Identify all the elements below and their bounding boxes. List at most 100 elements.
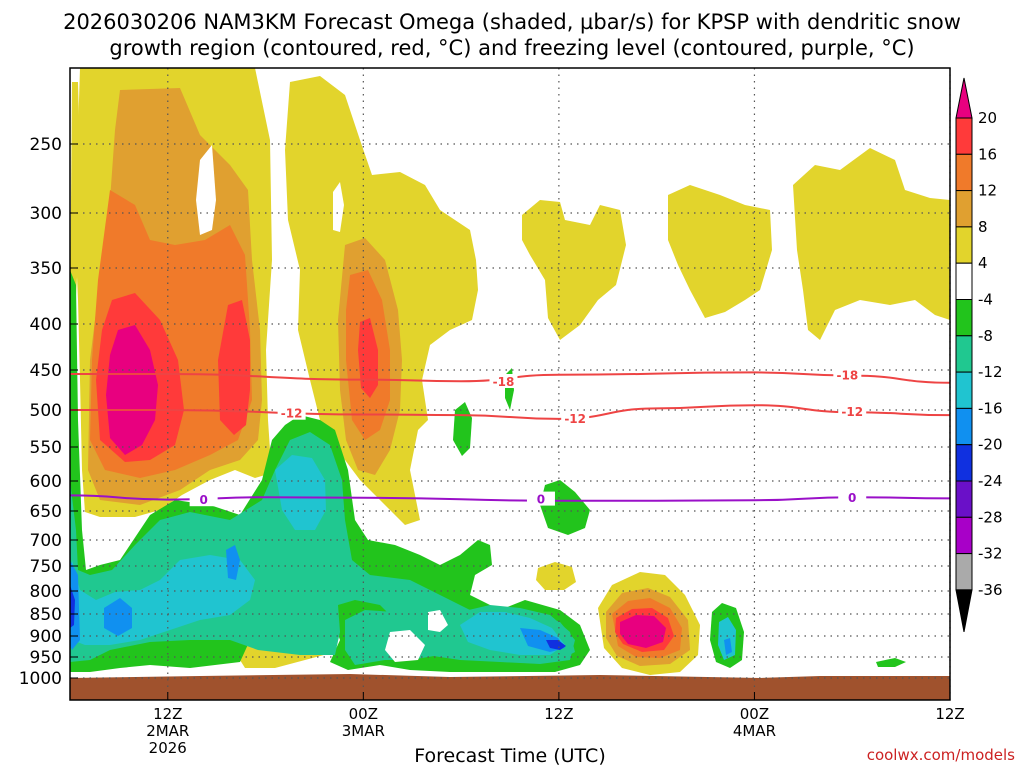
contour-label-bg [838, 489, 867, 504]
y-tick-label: 450 [30, 361, 62, 381]
x-axis-label: Forecast Time (UTC) [414, 745, 605, 767]
rising-red-2mar-b [218, 300, 250, 435]
x-tick-label: 12Z [544, 705, 573, 723]
site-credit: coolwx.com/models [867, 746, 1015, 764]
y-tick-label: 350 [30, 259, 62, 279]
rising-core-4mar [620, 615, 666, 648]
colorbar-swatch [955, 190, 973, 228]
colorbar-tick-label: -16 [978, 399, 1003, 417]
contour-label: -18 [493, 375, 515, 389]
colorbar-tick-label: -28 [978, 508, 1003, 526]
sinking-blue-2mar-a [104, 598, 132, 636]
y-tick-label: 250 [30, 135, 62, 155]
colorbar-swatch [955, 516, 973, 555]
contour-label-bg [561, 410, 590, 425]
colorbar-swatch [955, 117, 973, 155]
contour-label-bg [277, 405, 306, 420]
sinking-small-12z-4mar [876, 658, 906, 667]
contour-label-bg [838, 404, 867, 419]
contour-label-bg [526, 491, 555, 506]
y-tick-label: 1000 [19, 669, 62, 689]
chart-title-line1: 2026030206 NAM3KM Forecast Omega (shaded… [63, 10, 961, 34]
x-tick-label: 3MAR [342, 722, 385, 740]
contour-label: 0 [848, 491, 856, 505]
colorbar-swatch [955, 262, 973, 301]
sinking-blue-edge [70, 560, 80, 650]
y-tick-label: 700 [30, 531, 62, 551]
colorbar-tick-label: -32 [978, 545, 1003, 563]
rising-red-3mar [358, 318, 378, 398]
rising-yellow-small-3mar [536, 562, 576, 590]
rising-yellow-4mar [668, 185, 772, 318]
x-tick-label: 00Z [349, 705, 378, 723]
y-tick-label: 300 [30, 204, 62, 224]
colorbar-swatch [955, 371, 973, 409]
colorbar-tick-label: 20 [978, 109, 997, 127]
colorbar-tick-label: 8 [978, 218, 988, 236]
colorbar-swatch [955, 407, 973, 446]
contour-label: -12 [281, 407, 303, 421]
y-tick-label: 750 [30, 557, 62, 577]
colorbar-swatch [955, 299, 973, 337]
x-tick-label: 2MAR [146, 722, 189, 740]
plot-frame [69, 67, 951, 701]
colorbar-tick-label: 4 [978, 254, 988, 272]
y-tick-label: 800 [30, 582, 62, 602]
y-tick-label: 850 [30, 605, 62, 625]
contour-label: 0 [537, 493, 545, 507]
colorbar-tick-label: -12 [978, 363, 1003, 381]
colorbar-swatch [955, 226, 973, 264]
contour-label-bg [189, 492, 218, 507]
colorbar-tick-label: -4 [978, 291, 993, 309]
contour-label-layer: -18 -18 -12 -12 -12 0 0 0 [189, 367, 867, 507]
contour-label-bg [489, 374, 518, 388]
y-tick-label: 650 [30, 502, 62, 522]
colorbar-tick-label: 16 [978, 145, 997, 163]
x-tick-label: 2026 [149, 739, 187, 757]
shading-layer [70, 68, 950, 700]
contour-label: -12 [564, 412, 586, 426]
sinking-white-hole-a [385, 630, 425, 662]
sinking-blue-2mar-b [226, 545, 240, 580]
sinking-small-4mar-blue [724, 638, 732, 655]
colorbar-swatch [955, 153, 973, 192]
contour-label: -18 [836, 369, 858, 383]
x-tick-label: 12Z [153, 705, 182, 723]
contour-label-bg [833, 367, 862, 382]
colorbar-tick-label: -36 [978, 581, 1003, 599]
y-tick-label: 400 [30, 315, 62, 335]
contour-dgz-lower [70, 404, 950, 420]
colorbar-swatch [955, 444, 973, 482]
rising-yellow-12z-3mar [522, 200, 626, 340]
colorbar-tick-label: -20 [978, 436, 1003, 454]
x-tick-label: 12Z [935, 705, 964, 723]
colorbar-swatch [955, 335, 973, 373]
y-axis: 2503003504004505005506006507007508008509… [19, 135, 78, 689]
sinking-white-hole-b [428, 610, 448, 632]
y-tick-label: 900 [30, 627, 62, 647]
contour-label: -12 [841, 405, 863, 419]
x-tick-label: 4MAR [733, 722, 776, 740]
rising-white-hole-3mar [333, 182, 344, 232]
y-tick-label: 950 [30, 648, 62, 668]
x-tick-label: 00Z [740, 705, 769, 723]
rising-yellow-4mar-b [793, 148, 950, 340]
colorbar-swatch [955, 553, 973, 591]
surface-ground [70, 674, 950, 700]
contour-label: 0 [199, 493, 207, 507]
colorbar-tick-label: 12 [978, 182, 997, 200]
colorbar-tick-label: -24 [978, 472, 1003, 490]
colorbar-swatch [955, 480, 973, 518]
y-tick-label: 600 [30, 472, 62, 492]
chart-title-line2: growth region (contoured, red, °C) and f… [109, 36, 914, 60]
sinking-deepblue-edge [70, 585, 75, 628]
y-tick-label: 500 [30, 401, 62, 421]
colorbar-top-arrow [955, 77, 973, 119]
rising-core-2mar [106, 325, 158, 455]
colorbar-tick-label: -8 [978, 327, 993, 345]
colorbar: 20 16 12 8 4 -4 -8 -12 -16 -20 -24 -28 -32 -36 [955, 77, 1003, 632]
y-tick-label: 550 [30, 438, 62, 458]
sinking-core-3mar [546, 640, 566, 650]
